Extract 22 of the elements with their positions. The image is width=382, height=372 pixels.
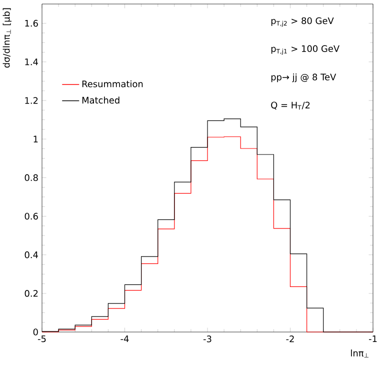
x-tick-label: -3 (203, 336, 212, 342)
x-tick-label: -2 (286, 336, 294, 342)
y-tick-label: 0.4 (24, 251, 38, 258)
y-tick-label: 1 (34, 136, 38, 142)
y-axis-title: dσ/dlnπ$_{⊥}$ [μb] (2, 8, 12, 68)
legend-label: Resummation (82, 80, 143, 88)
y-tick-label: 1.4 (25, 58, 38, 66)
annotation: p$_{T,j2}$ > 80 GeV (271, 17, 334, 27)
y-tick-label: 1.2 (25, 97, 38, 104)
annotation: pp→ jj @ 8 TeV (271, 73, 336, 82)
annotation: p$_{T,j1}$ > 100 GeV (271, 45, 340, 55)
x-tick-label: -1 (368, 336, 377, 342)
y-tick-label: 0 (33, 328, 38, 336)
y-tick-label: 0.8 (24, 174, 38, 182)
y-tick-label: 1.6 (25, 20, 38, 27)
x-tick-label: -5 (38, 336, 46, 342)
y-tick-label: 0.6 (24, 212, 38, 220)
x-tick-label: -4 (120, 336, 129, 342)
x-axis-title: lnπ$_{⊥}$ (351, 350, 368, 358)
legend-label: Matched (82, 96, 120, 104)
annotation: Q = H$_{T}$/2 (271, 102, 310, 110)
y-tick-label: 0.2 (24, 290, 38, 297)
